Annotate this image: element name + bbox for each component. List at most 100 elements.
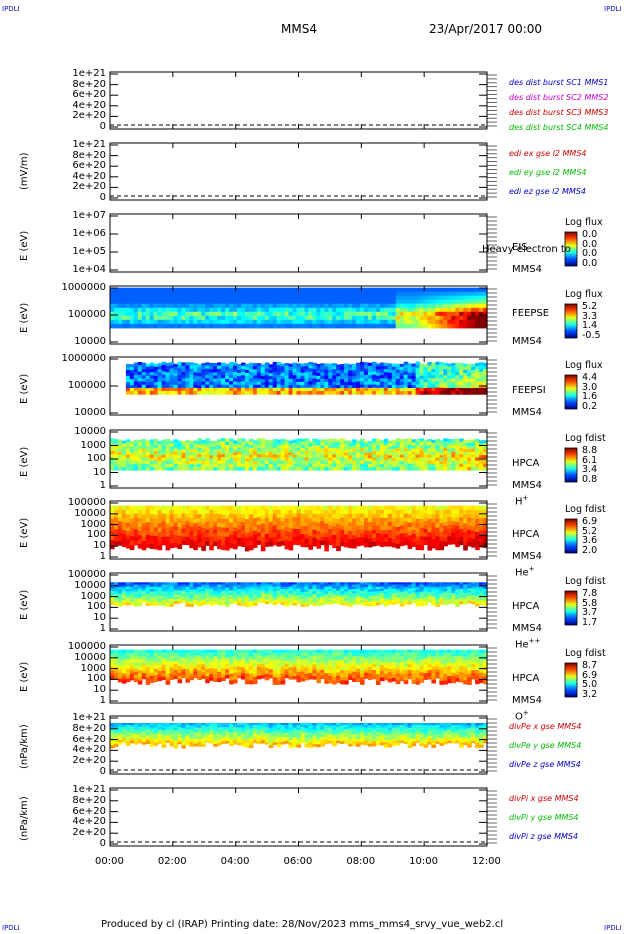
- spectrogram-cell: [189, 596, 194, 600]
- spectrogram-cell: [324, 372, 329, 377]
- spectrogram-cell: [244, 589, 250, 593]
- spectrogram-cell: [419, 319, 425, 325]
- spectrogram-cell: [237, 525, 242, 531]
- spectrogram-cell: [225, 599, 230, 603]
- spectrogram-cell: [360, 299, 365, 305]
- spectrogram-cell: [475, 291, 480, 297]
- spectrogram-cell: [248, 527, 254, 533]
- spectrogram-cell: [367, 449, 373, 454]
- spectrogram-cell: [197, 315, 202, 321]
- spectrogram-cell: [110, 447, 115, 452]
- spectrogram-cell: [288, 287, 294, 293]
- spectrogram-cell: [415, 448, 421, 452]
- spectrogram-cell: [161, 509, 167, 514]
- spectrogram-cell: [364, 518, 369, 523]
- spectrogram-cell: [284, 387, 290, 392]
- spectrogram-cell: [193, 505, 198, 511]
- spectrogram-cell: [256, 466, 262, 471]
- spectrogram-cell: [177, 295, 183, 301]
- spectrogram-cell: [300, 378, 306, 383]
- spectrogram-cell: [328, 442, 333, 446]
- spectrogram-cell: [312, 375, 317, 379]
- spectrogram-cell: [125, 672, 131, 676]
- spectrogram-cell: [356, 319, 361, 325]
- spectrogram-cell: [173, 451, 179, 456]
- spectrogram-cell: [316, 467, 321, 471]
- spectrogram-cell: [141, 439, 147, 443]
- spectrogram-cell: [443, 366, 448, 370]
- spectrogram-cell: [125, 600, 131, 603]
- spectrogram-cell: [300, 594, 306, 598]
- spectrogram-cell: [248, 303, 254, 309]
- spectrogram-cell: [296, 601, 302, 605]
- spectrogram-cell: [145, 299, 151, 305]
- spectrogram-cell: [177, 291, 183, 297]
- spectrogram-cell: [181, 323, 186, 329]
- spectrogram-cell: [129, 593, 135, 597]
- spectrogram-cell: [387, 513, 393, 519]
- spectrogram-cell: [125, 539, 131, 545]
- spectrogram-cell: [320, 540, 325, 546]
- spectrogram-cell: [117, 589, 123, 593]
- spectrogram-cell: [189, 365, 194, 370]
- spectrogram-cell: [133, 594, 139, 598]
- spectrogram-cell: [296, 457, 302, 462]
- spectrogram-cell: [121, 303, 127, 309]
- spectrogram-cell: [256, 592, 262, 595]
- spectrogram-cell: [189, 384, 194, 389]
- spectrogram-cell: [229, 584, 234, 588]
- spectrogram-cell: [419, 323, 425, 329]
- spectrogram-cell: [189, 589, 194, 593]
- spectrogram-cell: [308, 544, 313, 550]
- spectrogram-cell: [292, 595, 298, 599]
- spectrogram-cell: [415, 545, 421, 550]
- spectrogram-cell: [272, 597, 278, 601]
- spectrogram-cell: [435, 463, 440, 468]
- spectrogram-cell: [467, 448, 472, 453]
- spectrogram-cell: [360, 390, 365, 395]
- spectrogram-cell: [173, 526, 179, 531]
- spectrogram-cell: [272, 365, 278, 369]
- spectrogram-cell: [248, 596, 254, 600]
- spectrogram-cell: [161, 445, 167, 450]
- spectrogram-cell: [300, 448, 306, 452]
- spectrogram-cell: [300, 517, 306, 523]
- spectrogram-cell: [197, 388, 202, 392]
- spectrogram-cell: [407, 595, 413, 598]
- spectrogram-cell: [229, 303, 234, 309]
- spectrogram-cell: [324, 391, 329, 395]
- spectrogram-cell: [364, 371, 369, 376]
- spectrogram-cell: [423, 505, 429, 511]
- spectrogram-cell: [455, 365, 460, 370]
- spectrogram-cell: [336, 592, 341, 596]
- spectrogram-cell: [260, 441, 266, 446]
- spectrogram-cell: [229, 291, 234, 297]
- spectrogram-cell: [399, 379, 405, 383]
- spectrogram-cell: [244, 303, 250, 309]
- spectrogram-cell: [129, 458, 135, 462]
- spectrogram-cell: [185, 384, 190, 389]
- spectrogram-cell: [121, 291, 127, 297]
- spectrogram-cell: [304, 303, 310, 309]
- spectrogram-cell: [221, 311, 226, 317]
- spectrogram-cell: [300, 526, 306, 531]
- spectrogram-cell: [229, 381, 234, 386]
- spectrogram-cell: [383, 509, 389, 515]
- spectrogram-cell: [157, 452, 163, 457]
- spectrogram-cell: [209, 384, 214, 389]
- spectrogram-cell: [233, 535, 238, 541]
- spectrogram-cell: [248, 307, 254, 313]
- spectrogram-cell: [379, 315, 385, 321]
- spectrogram-cell: [399, 598, 405, 602]
- spectrogram-cell: [137, 371, 143, 376]
- spectrogram-cell: [177, 467, 183, 471]
- spectrogram-cell: [348, 539, 353, 544]
- spectrogram-cell: [308, 540, 313, 546]
- spectrogram-cell: [407, 388, 413, 392]
- spectrogram-cell: [125, 662, 131, 667]
- spectrogram-cell: [284, 372, 290, 376]
- spectrogram-cell: [451, 442, 456, 446]
- spectrogram-cell: [379, 307, 385, 313]
- spectrogram-cell: [193, 366, 198, 370]
- spectrogram-cell: [395, 592, 401, 596]
